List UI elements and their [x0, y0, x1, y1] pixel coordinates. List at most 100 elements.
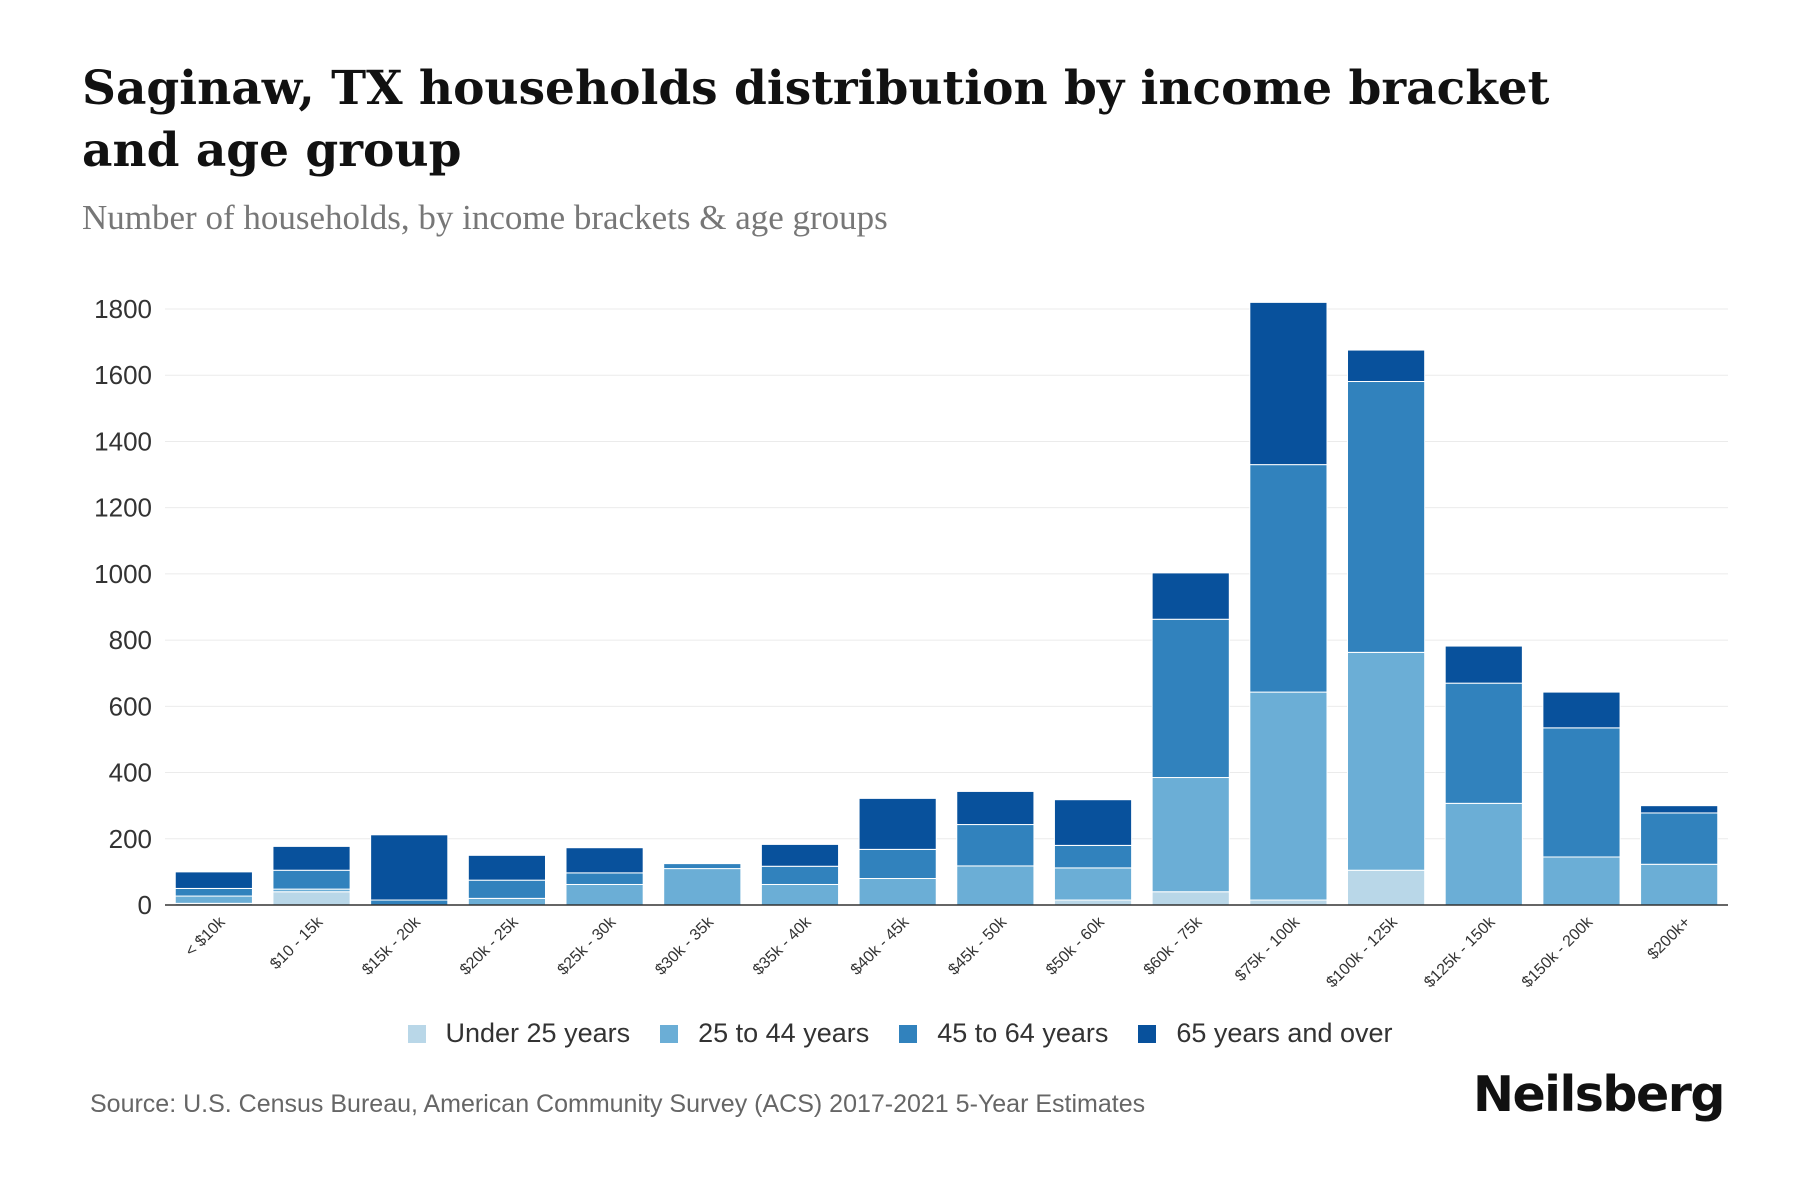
bar-segment [760, 865, 840, 885]
bar-stack [1151, 572, 1230, 906]
bar-segment [1444, 645, 1523, 684]
bar-segment [174, 895, 253, 904]
x-tick-label: $200k+ [1645, 914, 1694, 963]
brand-logo: Neilsberg [1472, 1066, 1726, 1123]
bar-segment [1542, 856, 1621, 906]
bar-stack [663, 863, 742, 906]
bar-stack [858, 797, 937, 906]
legend-swatch [407, 1024, 426, 1043]
chart-title: Saginaw, TX households distribution by i… [82, 61, 1550, 178]
chart-subtitle: Number of households, by income brackets… [82, 198, 888, 237]
legend-swatch [660, 1024, 679, 1043]
y-tick-label: 1000 [94, 559, 152, 589]
legend-label: 65 years and over [1176, 1018, 1393, 1048]
bar-segment [1542, 727, 1621, 858]
bar-segment [272, 869, 351, 890]
bar-segment [1640, 863, 1719, 906]
bar-segment [370, 834, 449, 901]
bar-stack [272, 845, 351, 906]
y-tick-label: 0 [138, 890, 152, 920]
x-tick-label: $40k - 45k [848, 913, 914, 979]
bar-stack [174, 871, 253, 906]
bar-stack [1640, 805, 1719, 906]
bar-segment [956, 790, 1035, 826]
bar-segment [1542, 691, 1621, 729]
y-tick-label: 1200 [94, 493, 152, 523]
bar-segment [956, 824, 1035, 867]
y-axis-ticks: 0 200 400 600 800 1000 1200 1400 1600 1800 [94, 294, 152, 920]
x-tick-label: $20k - 25k [457, 913, 523, 979]
bar-segment [858, 797, 937, 850]
bar-segment [1053, 867, 1133, 901]
bar-segment [1444, 682, 1523, 804]
y-tick-label: 1600 [94, 360, 152, 390]
legend-item: 25 to 44 years [660, 1018, 869, 1049]
bar-segment [1249, 301, 1328, 466]
bar-stack [467, 854, 546, 906]
y-tick-label: 1800 [94, 294, 152, 324]
legend-label: 25 to 44 years [698, 1018, 870, 1048]
bar-segment [1347, 651, 1426, 871]
x-tick-label: $45k - 50k [945, 913, 1011, 979]
bar-segment [760, 883, 840, 906]
bar-segment [174, 887, 253, 897]
x-tick-label: < $10k [182, 913, 229, 960]
y-tick-label: 800 [109, 625, 152, 655]
bar-segment [1249, 464, 1328, 693]
bar-segment [1249, 691, 1328, 901]
x-tick-label: $100k - 125k [1323, 913, 1401, 991]
bar-stack [1053, 799, 1133, 906]
bar-segment [272, 891, 351, 906]
bar-segment [1640, 805, 1719, 814]
x-axis-ticks: < $10k $10 - 15k $15k - 20k $20k - 25k $25k … [182, 913, 1694, 991]
bar-segment [1151, 777, 1230, 893]
bar-segment [1347, 381, 1426, 653]
bar-segment [663, 868, 742, 906]
bar-segment [467, 897, 546, 906]
bar-stack [1347, 349, 1426, 906]
bar-segment [1151, 618, 1230, 779]
bar-stack [370, 834, 449, 906]
bar-segment [858, 848, 937, 880]
x-tick-label: $10 - 15k [267, 913, 327, 973]
x-tick-label: $35k - 40k [750, 913, 816, 979]
bar-stack [1249, 301, 1328, 906]
x-tick-label: $25k - 30k [555, 913, 621, 979]
bar-segment [1053, 799, 1133, 846]
x-tick-label: $60k - 75k [1141, 913, 1207, 979]
bar-segment [1053, 844, 1133, 869]
legend-label: Under 25 years [445, 1018, 631, 1048]
bar-segment [1640, 812, 1719, 865]
bar-segment [272, 845, 351, 871]
x-tick-label: $75k - 100k [1232, 913, 1304, 985]
x-tick-label: $125k - 150k [1421, 913, 1499, 991]
y-tick-label: 400 [109, 758, 152, 788]
bar-segment [467, 854, 546, 881]
bar-segment [1347, 349, 1426, 383]
legend-item: Under 25 years [407, 1018, 631, 1049]
bar-segment [174, 871, 253, 889]
stacked-bar-chart: 0 200 400 600 800 1000 1200 1400 1600 1800 < $10k… [94, 294, 1728, 991]
bar-segment [663, 863, 742, 870]
bar-stack [956, 790, 1035, 906]
bars [174, 301, 1719, 906]
y-tick-label: 600 [109, 691, 152, 721]
y-tick-label: 1400 [94, 426, 152, 456]
source-note: Source: U.S. Census Bureau, American Com… [90, 1090, 1146, 1118]
legend-label: 45 to 64 years [937, 1018, 1109, 1048]
x-tick-label: $15k - 20k [359, 913, 425, 979]
legend-item: 65 years and over [1138, 1018, 1393, 1049]
bar-segment [1347, 869, 1426, 906]
x-tick-label: $30k - 35k [652, 913, 718, 979]
legend-swatch [1138, 1024, 1157, 1043]
bar-segment [1151, 572, 1230, 620]
bar-segment [565, 872, 644, 885]
bar-stack [565, 847, 644, 906]
bar-segment [1151, 891, 1230, 906]
legend-swatch [899, 1024, 918, 1043]
y-tick-label: 200 [109, 824, 152, 854]
bar-segment [467, 879, 546, 899]
bar-stack [1542, 691, 1621, 906]
legend-item: 45 to 64 years [899, 1018, 1108, 1049]
bar-segment [760, 843, 840, 867]
